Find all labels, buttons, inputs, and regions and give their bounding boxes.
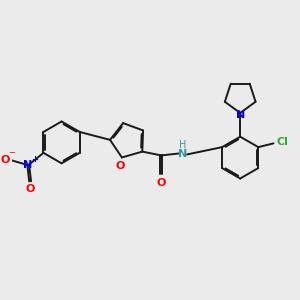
Text: O: O <box>115 161 125 171</box>
Text: N: N <box>178 149 187 160</box>
Text: N: N <box>23 160 32 170</box>
Text: Cl: Cl <box>276 137 288 147</box>
Text: +: + <box>32 155 38 164</box>
Text: O: O <box>1 155 10 166</box>
Text: O: O <box>157 178 166 188</box>
Text: N: N <box>236 110 245 120</box>
Text: H: H <box>178 140 186 150</box>
Text: O: O <box>26 184 35 194</box>
Text: −: − <box>8 148 15 158</box>
